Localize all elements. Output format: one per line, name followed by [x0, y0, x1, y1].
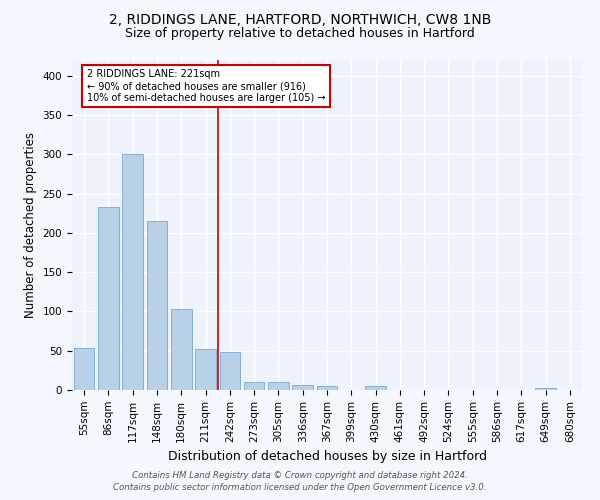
Text: 2 RIDDINGS LANE: 221sqm
← 90% of detached houses are smaller (916)
10% of semi-d: 2 RIDDINGS LANE: 221sqm ← 90% of detache… — [86, 70, 325, 102]
Bar — [195, 349, 216, 390]
Bar — [122, 154, 143, 390]
Bar — [220, 352, 240, 390]
Bar — [74, 348, 94, 390]
Text: Contains HM Land Registry data © Crown copyright and database right 2024.
Contai: Contains HM Land Registry data © Crown c… — [113, 471, 487, 492]
Bar — [146, 221, 167, 390]
Bar — [268, 382, 289, 390]
Bar — [98, 207, 119, 390]
X-axis label: Distribution of detached houses by size in Hartford: Distribution of detached houses by size … — [167, 450, 487, 463]
Y-axis label: Number of detached properties: Number of detached properties — [24, 132, 37, 318]
Text: Size of property relative to detached houses in Hartford: Size of property relative to detached ho… — [125, 28, 475, 40]
Bar — [317, 386, 337, 390]
Bar — [365, 386, 386, 390]
Bar — [171, 309, 191, 390]
Bar — [535, 388, 556, 390]
Text: 2, RIDDINGS LANE, HARTFORD, NORTHWICH, CW8 1NB: 2, RIDDINGS LANE, HARTFORD, NORTHWICH, C… — [109, 12, 491, 26]
Bar — [244, 382, 265, 390]
Bar — [292, 384, 313, 390]
